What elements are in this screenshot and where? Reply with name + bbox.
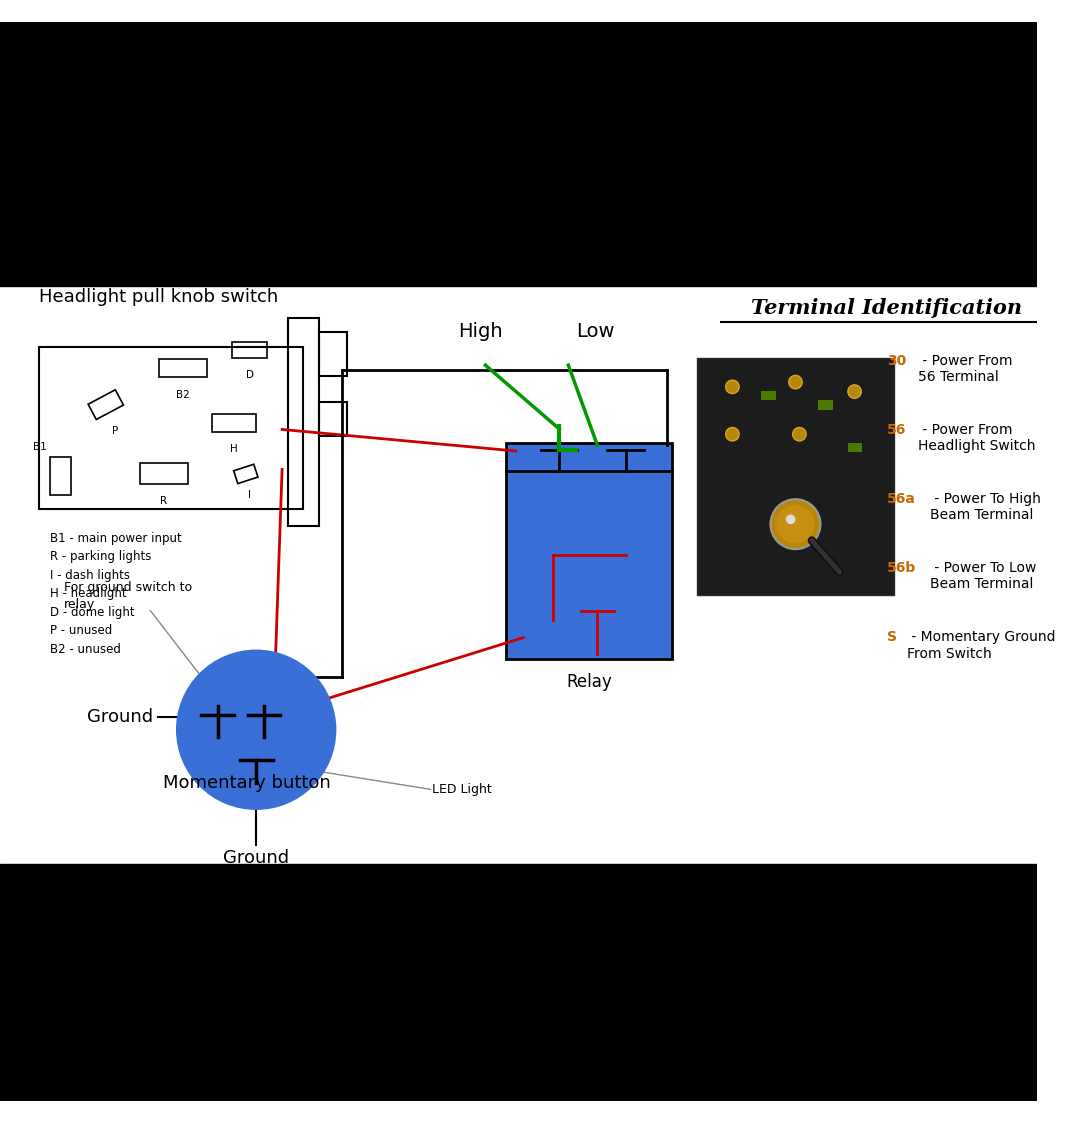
Text: Ground: Ground	[87, 709, 153, 727]
Bar	[0, 864, 1037, 1102]
Bar	[40, 347, 303, 509]
Circle shape	[177, 651, 334, 809]
Text: - Power From
Headlight Switch: - Power From Headlight Switch	[918, 422, 1036, 453]
Circle shape	[776, 505, 815, 544]
Bar	[319, 402, 347, 437]
Text: - Power To High
Beam Terminal: - Power To High Beam Terminal	[929, 492, 1040, 522]
Circle shape	[726, 380, 739, 393]
Text: Low: Low	[576, 322, 615, 341]
Text: P: P	[112, 426, 119, 436]
Text: For ground switch to
relay: For ground switch to relay	[65, 581, 192, 611]
Text: Ground: Ground	[223, 849, 289, 867]
Text: D: D	[246, 369, 254, 380]
Text: High: High	[459, 322, 503, 341]
Text: B1 - main power input
R - parking lights
I - dash lights
H - headlight
D - dome : B1 - main power input R - parking lights…	[50, 531, 181, 656]
Text: B1: B1	[33, 442, 46, 453]
Bar	[159, 359, 207, 377]
Bar	[848, 442, 862, 453]
Text: Momentary button: Momentary button	[163, 774, 330, 792]
Bar	[211, 413, 256, 431]
Circle shape	[793, 428, 806, 441]
Text: Relay: Relay	[566, 673, 612, 691]
Text: LED Light: LED Light	[433, 783, 492, 796]
Bar	[232, 343, 267, 358]
Text: - Power To Low
Beam Terminal: - Power To Low Beam Terminal	[929, 562, 1036, 592]
Circle shape	[848, 385, 861, 399]
Bar	[761, 391, 776, 400]
Bar	[140, 463, 188, 484]
Text: Terminal Identification: Terminal Identification	[751, 298, 1022, 318]
Text: - Power From
56 Terminal: - Power From 56 Terminal	[918, 354, 1013, 384]
Bar	[697, 358, 894, 595]
Bar	[288, 318, 319, 526]
Bar	[50, 457, 71, 495]
Text: 56a: 56a	[887, 492, 916, 506]
Circle shape	[789, 375, 802, 389]
Circle shape	[770, 500, 820, 549]
Circle shape	[786, 514, 795, 524]
Text: Headlight pull knob switch: Headlight pull knob switch	[40, 289, 278, 307]
Text: R: R	[161, 496, 167, 506]
Bar	[0, 21, 1037, 286]
Text: B2: B2	[176, 390, 190, 400]
Text: 56: 56	[887, 422, 906, 437]
Text: 56b: 56b	[887, 562, 916, 575]
Bar	[818, 400, 833, 410]
Text: 30: 30	[887, 354, 906, 367]
Text: S: S	[887, 630, 897, 645]
Bar	[319, 332, 347, 376]
Circle shape	[726, 428, 739, 441]
Text: I: I	[248, 491, 251, 500]
Text: - Momentary Ground
From Switch: - Momentary Ground From Switch	[907, 630, 1056, 660]
Text: H: H	[230, 445, 237, 455]
Bar	[506, 444, 672, 659]
